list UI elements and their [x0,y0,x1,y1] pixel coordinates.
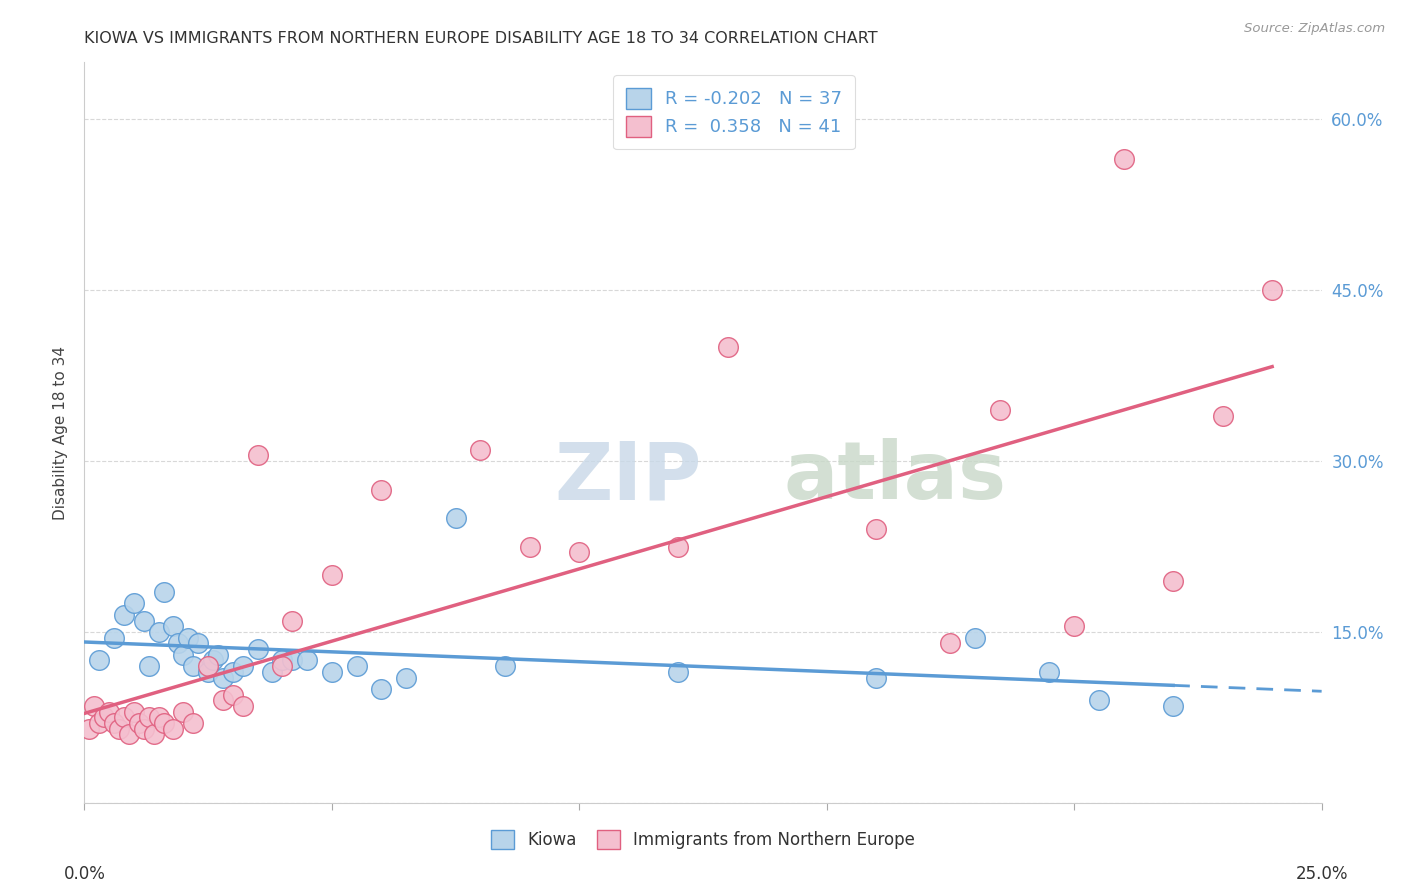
Point [444,511,467,525]
Point [1088,693,1111,707]
Point [212,671,235,685]
Point [207,648,229,662]
Point [321,665,343,679]
Point [172,705,194,719]
Point [181,659,204,673]
Point [187,636,209,650]
Point [122,597,145,611]
Point [138,659,160,673]
Text: atlas: atlas [783,438,1007,516]
Point [370,681,392,696]
Point [1212,409,1234,423]
Point [494,659,516,673]
Point [1063,619,1085,633]
Point [395,671,418,685]
Point [197,659,219,673]
Point [271,653,294,667]
Point [222,688,245,702]
Point [142,727,165,741]
Point [148,710,170,724]
Point [112,607,135,622]
Point [79,722,101,736]
Point [177,631,200,645]
Point [717,340,740,354]
Point [98,705,121,719]
Point [128,716,150,731]
Text: ZIP: ZIP [554,438,702,516]
Point [1112,153,1135,167]
Text: Source: ZipAtlas.com: Source: ZipAtlas.com [1244,22,1385,36]
Point [666,540,689,554]
Point [246,642,269,657]
Point [232,659,254,673]
Point [262,665,284,679]
Point [152,716,174,731]
Point [122,705,145,719]
Point [83,698,105,713]
Point [108,722,131,736]
Point [1038,665,1060,679]
Point [346,659,368,673]
Point [865,523,887,537]
Point [167,636,190,650]
Legend: Kiowa, Immigrants from Northern Europe: Kiowa, Immigrants from Northern Europe [482,822,924,857]
Point [103,631,125,645]
Point [148,624,170,639]
Point [939,636,962,650]
Point [118,727,141,741]
Point [246,449,269,463]
Point [138,710,160,724]
Point [89,716,111,731]
Point [370,483,392,497]
Point [197,665,219,679]
Point [162,722,184,736]
Point [1161,698,1184,713]
Point [281,614,304,628]
Point [271,659,294,673]
Point [202,653,225,667]
Point [93,710,115,724]
Point [519,540,541,554]
Point [988,402,1011,417]
Point [1261,283,1284,297]
Text: 0.0%: 0.0% [63,865,105,883]
Point [89,653,111,667]
Point [181,716,204,731]
Point [162,619,184,633]
Point [232,698,254,713]
Point [281,653,304,667]
Point [865,671,887,685]
Point [321,568,343,582]
Point [132,722,155,736]
Point [152,585,174,599]
Point [666,665,689,679]
Y-axis label: Disability Age 18 to 34: Disability Age 18 to 34 [53,345,69,520]
Text: 25.0%: 25.0% [1295,865,1348,883]
Point [470,442,492,457]
Point [132,614,155,628]
Text: KIOWA VS IMMIGRANTS FROM NORTHERN EUROPE DISABILITY AGE 18 TO 34 CORRELATION CHA: KIOWA VS IMMIGRANTS FROM NORTHERN EUROPE… [84,31,877,46]
Point [568,545,591,559]
Point [965,631,987,645]
Point [1161,574,1184,588]
Point [212,693,235,707]
Point [112,710,135,724]
Point [222,665,245,679]
Point [295,653,318,667]
Point [103,716,125,731]
Point [172,648,194,662]
